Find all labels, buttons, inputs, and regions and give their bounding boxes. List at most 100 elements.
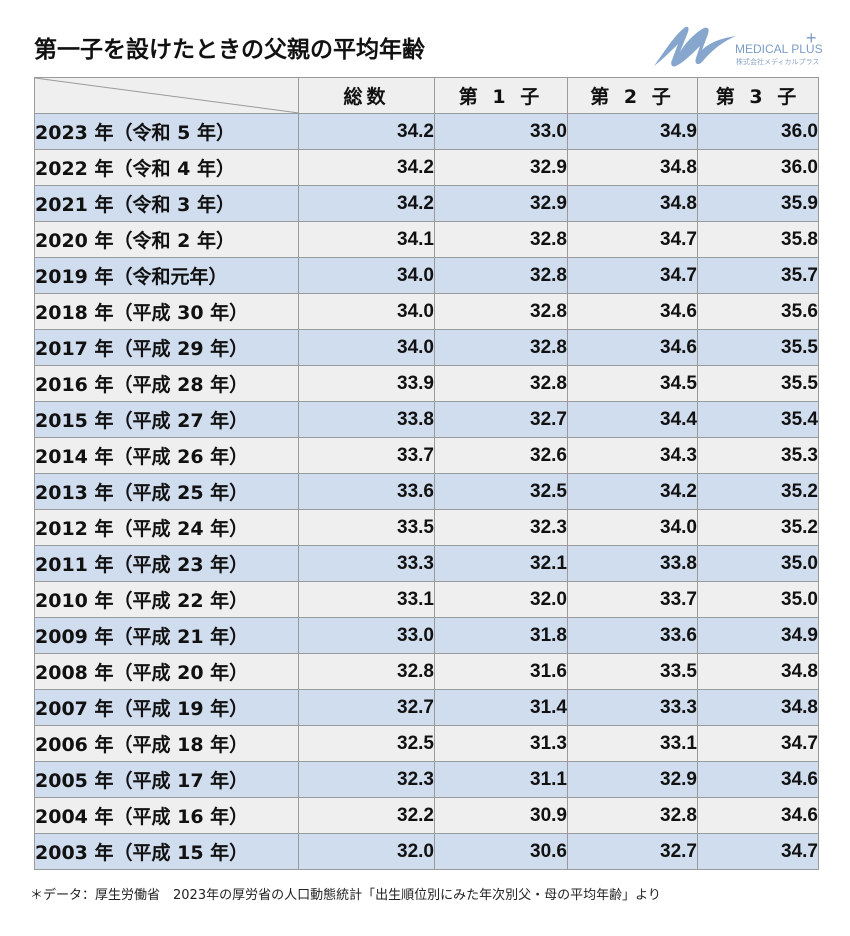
row-label: 2021 年（令和 3 年） xyxy=(34,185,299,222)
row-label: 2009 年（平成 21 年） xyxy=(34,617,299,654)
cell-value: 35.4 xyxy=(697,401,819,438)
cell-value: 35.7 xyxy=(697,257,819,294)
page-title: 第一子を設けたときの父親の平均年齢 xyxy=(34,37,425,63)
cell-value: 34.1 xyxy=(298,221,435,258)
cell-value: 32.3 xyxy=(298,761,435,798)
cell-value: 33.3 xyxy=(298,545,435,582)
table-row: 2020 年（令和 2 年） 34.1 32.8 34.7 35.8 xyxy=(34,221,819,258)
cell-value: 32.7 xyxy=(434,401,568,438)
cell-value: 32.8 xyxy=(434,365,568,402)
table-row: 2022 年（令和 4 年） 34.2 32.9 34.8 36.0 xyxy=(34,149,819,186)
row-label: 2007 年（平成 19 年） xyxy=(34,689,299,726)
cell-value: 32.5 xyxy=(298,725,435,762)
cell-value: 34.5 xyxy=(567,365,698,402)
cell-value: 34.0 xyxy=(298,257,435,294)
row-label: 2011 年（平成 23 年） xyxy=(34,545,299,582)
cell-value: 33.9 xyxy=(298,365,435,402)
cell-value: 32.7 xyxy=(567,833,698,870)
cell-value: 35.2 xyxy=(697,509,819,546)
cell-value: 34.9 xyxy=(567,113,698,150)
cell-value: 32.3 xyxy=(434,509,568,546)
cell-value: 31.6 xyxy=(434,653,568,690)
cell-value: 35.5 xyxy=(697,365,819,402)
cell-value: 34.7 xyxy=(567,221,698,258)
cell-value: 34.7 xyxy=(697,833,819,870)
cell-value: 34.3 xyxy=(567,437,698,474)
cell-value: 33.1 xyxy=(298,581,435,618)
logo-subtitle: 株式会社メディカルプラス xyxy=(736,58,820,66)
table-row: 2015 年（平成 27 年） 33.8 32.7 34.4 35.4 xyxy=(34,401,819,438)
cell-value: 32.9 xyxy=(434,185,568,222)
row-label: 2019 年（令和元年） xyxy=(34,257,299,294)
cell-value: 34.2 xyxy=(298,185,435,222)
cell-value: 34.9 xyxy=(697,617,819,654)
cell-value: 34.2 xyxy=(567,473,698,510)
cell-value: 34.8 xyxy=(567,149,698,186)
cell-value: 33.8 xyxy=(567,545,698,582)
cell-value: 32.9 xyxy=(567,761,698,798)
cell-value: 34.7 xyxy=(567,257,698,294)
cell-value: 33.6 xyxy=(567,617,698,654)
table-row: 2017 年（平成 29 年） 34.0 32.8 34.6 35.5 xyxy=(34,329,819,366)
row-label: 2020 年（令和 2 年） xyxy=(34,221,299,258)
cell-value: 34.4 xyxy=(567,401,698,438)
row-label: 2013 年（平成 25 年） xyxy=(34,473,299,510)
table-row: 2008 年（平成 20 年） 32.8 31.6 33.5 34.8 xyxy=(34,653,819,690)
cell-value: 33.1 xyxy=(567,725,698,762)
cell-value: 35.3 xyxy=(697,437,819,474)
table-row: 2005 年（平成 17 年） 32.3 31.1 32.9 34.6 xyxy=(34,761,819,798)
cell-value: 33.0 xyxy=(298,617,435,654)
table-row: 2016 年（平成 28 年） 33.9 32.8 34.5 35.5 xyxy=(34,365,819,402)
cell-value: 35.6 xyxy=(697,293,819,330)
table-row: 2009 年（平成 21 年） 33.0 31.8 33.6 34.9 xyxy=(34,617,819,654)
diagonal-line-icon xyxy=(35,78,299,113)
cell-value: 34.6 xyxy=(697,797,819,834)
cell-value: 33.3 xyxy=(567,689,698,726)
cell-value: 32.8 xyxy=(567,797,698,834)
cell-value: 31.4 xyxy=(434,689,568,726)
column-header-third-child: 第 3 子 xyxy=(697,77,819,114)
cell-value: 32.2 xyxy=(298,797,435,834)
column-header-total: 総数 xyxy=(298,77,435,114)
cell-value: 36.0 xyxy=(697,149,819,186)
table-row: 2018 年（平成 30 年） 34.0 32.8 34.6 35.6 xyxy=(34,293,819,330)
cell-value: 35.0 xyxy=(697,581,819,618)
cell-value: 32.8 xyxy=(434,221,568,258)
row-label: 2018 年（平成 30 年） xyxy=(34,293,299,330)
cell-value: 31.1 xyxy=(434,761,568,798)
cell-value: 34.0 xyxy=(298,293,435,330)
table-row: 2004 年（平成 16 年） 32.2 30.9 32.8 34.6 xyxy=(34,797,819,834)
cell-value: 34.2 xyxy=(298,113,435,150)
cell-value: 32.6 xyxy=(434,437,568,474)
cell-value: 32.8 xyxy=(434,257,568,294)
cell-value: 34.0 xyxy=(298,329,435,366)
cell-value: 34.8 xyxy=(697,689,819,726)
logo-plus-icon: + xyxy=(806,28,817,48)
table-row: 2013 年（平成 25 年） 33.6 32.5 34.2 35.2 xyxy=(34,473,819,510)
row-label: 2017 年（平成 29 年） xyxy=(34,329,299,366)
cell-value: 34.0 xyxy=(567,509,698,546)
cell-value: 35.9 xyxy=(697,185,819,222)
cell-value: 35.2 xyxy=(697,473,819,510)
row-label: 2016 年（平成 28 年） xyxy=(34,365,299,402)
table-row: 2023 年（令和 5 年） 34.2 33.0 34.9 36.0 xyxy=(34,113,819,150)
table-row: 2011 年（平成 23 年） 33.3 32.1 33.8 35.0 xyxy=(34,545,819,582)
cell-value: 32.8 xyxy=(434,329,568,366)
cell-value: 30.6 xyxy=(434,833,568,870)
cell-value: 33.6 xyxy=(298,473,435,510)
table-row: 2012 年（平成 24 年） 33.5 32.3 34.0 35.2 xyxy=(34,509,819,546)
cell-value: 34.8 xyxy=(567,185,698,222)
table-row: 2007 年（平成 19 年） 32.7 31.4 33.3 34.8 xyxy=(34,689,819,726)
cell-value: 33.0 xyxy=(434,113,568,150)
cell-value: 34.6 xyxy=(567,293,698,330)
cell-value: 32.8 xyxy=(298,653,435,690)
cell-value: 35.5 xyxy=(697,329,819,366)
logo-brand-text: MEDICAL PLUS xyxy=(735,42,823,56)
cell-value: 33.5 xyxy=(567,653,698,690)
column-header-first-child: 第 1 子 xyxy=(434,77,568,114)
column-header-second-child: 第 2 子 xyxy=(567,77,698,114)
age-table: 総数 第 1 子 第 2 子 第 3 子 2023 年（令和 5 年） 34.2 3… xyxy=(34,77,819,870)
table-row: 2006 年（平成 18 年） 32.5 31.3 33.1 34.7 xyxy=(34,725,819,762)
row-label: 2004 年（平成 16 年） xyxy=(34,797,299,834)
cell-value: 32.9 xyxy=(434,149,568,186)
